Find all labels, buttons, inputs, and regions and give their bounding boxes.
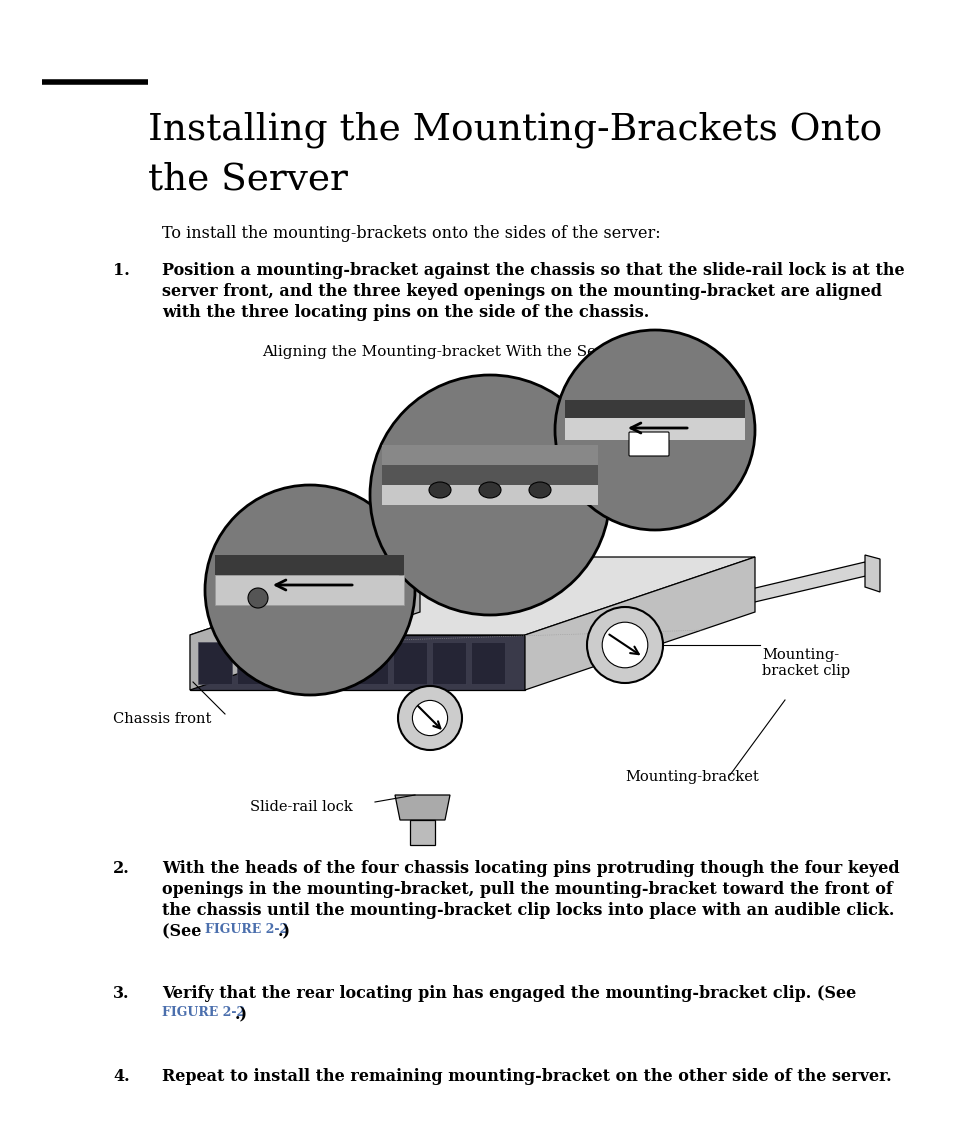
Circle shape	[555, 330, 754, 530]
Polygon shape	[215, 575, 404, 605]
Polygon shape	[190, 556, 419, 690]
Ellipse shape	[529, 482, 551, 498]
Ellipse shape	[429, 482, 451, 498]
Text: (See: (See	[162, 923, 207, 940]
Text: .): .)	[277, 923, 291, 940]
Polygon shape	[564, 418, 744, 440]
Polygon shape	[354, 642, 388, 684]
Polygon shape	[215, 555, 404, 575]
Text: With the heads of the four chassis locating pins protruding though the four keye: With the heads of the four chassis locat…	[162, 860, 899, 877]
Polygon shape	[515, 562, 869, 657]
Text: server front, and the three keyed openings on the mounting-bracket are aligned: server front, and the three keyed openin…	[162, 283, 882, 300]
Text: Aligning the Mounting-bracket With the Server Chassis: Aligning the Mounting-bracket With the S…	[262, 345, 691, 360]
Text: 2.: 2.	[112, 860, 130, 877]
Polygon shape	[564, 400, 744, 418]
Text: FIGURE 2-2: FIGURE 2-2	[162, 1006, 245, 1019]
Text: Repeat to install the remaining mounting-bracket on the other side of the server: Repeat to install the remaining mounting…	[162, 1068, 891, 1085]
Text: .): .)	[234, 1006, 248, 1022]
Polygon shape	[381, 445, 598, 465]
Circle shape	[601, 622, 647, 668]
Text: the chassis until the mounting-bracket clip locks into place with an audible cli: the chassis until the mounting-bracket c…	[162, 902, 894, 919]
Circle shape	[248, 589, 268, 608]
Polygon shape	[410, 820, 435, 845]
Polygon shape	[524, 556, 754, 690]
Polygon shape	[381, 485, 598, 505]
Circle shape	[370, 376, 609, 615]
Polygon shape	[432, 642, 465, 684]
Text: openings in the mounting-bracket, pull the mounting-bracket toward the front of: openings in the mounting-bracket, pull t…	[162, 881, 892, 898]
Polygon shape	[471, 642, 504, 684]
Text: Chassis front: Chassis front	[112, 712, 212, 726]
FancyBboxPatch shape	[628, 432, 668, 456]
Text: the Server: the Server	[148, 161, 348, 198]
Polygon shape	[190, 635, 524, 690]
Text: FIGURE 2-2: FIGURE 2-2	[205, 923, 288, 935]
Polygon shape	[314, 642, 349, 684]
Circle shape	[412, 701, 447, 735]
Circle shape	[205, 485, 415, 695]
Text: Slide-rail lock: Slide-rail lock	[250, 800, 353, 814]
Text: Mounting-bracket: Mounting-bracket	[624, 769, 758, 784]
Polygon shape	[190, 556, 754, 635]
Polygon shape	[275, 642, 310, 684]
Text: Verify that the rear locating pin has engaged the mounting-bracket clip. (See: Verify that the rear locating pin has en…	[162, 985, 856, 1002]
Text: 4.: 4.	[112, 1068, 130, 1085]
Text: Installing the Mounting-Brackets Onto: Installing the Mounting-Brackets Onto	[148, 112, 882, 149]
Polygon shape	[393, 642, 427, 684]
Text: 3.: 3.	[112, 985, 130, 1002]
Text: To install the mounting-brackets onto the sides of the server:: To install the mounting-brackets onto th…	[162, 226, 659, 242]
Ellipse shape	[478, 482, 500, 498]
Text: 1.: 1.	[112, 262, 130, 279]
Text: Position a mounting-bracket against the chassis so that the slide-rail lock is a: Position a mounting-bracket against the …	[162, 262, 903, 279]
Polygon shape	[381, 465, 598, 485]
Polygon shape	[236, 642, 271, 684]
Polygon shape	[395, 795, 450, 820]
Circle shape	[397, 686, 461, 750]
Circle shape	[586, 607, 662, 684]
Text: Mounting-
bracket clip: Mounting- bracket clip	[761, 648, 849, 678]
Text: with the three locating pins on the side of the chassis.: with the three locating pins on the side…	[162, 305, 649, 321]
Polygon shape	[864, 555, 879, 592]
Polygon shape	[198, 642, 232, 684]
